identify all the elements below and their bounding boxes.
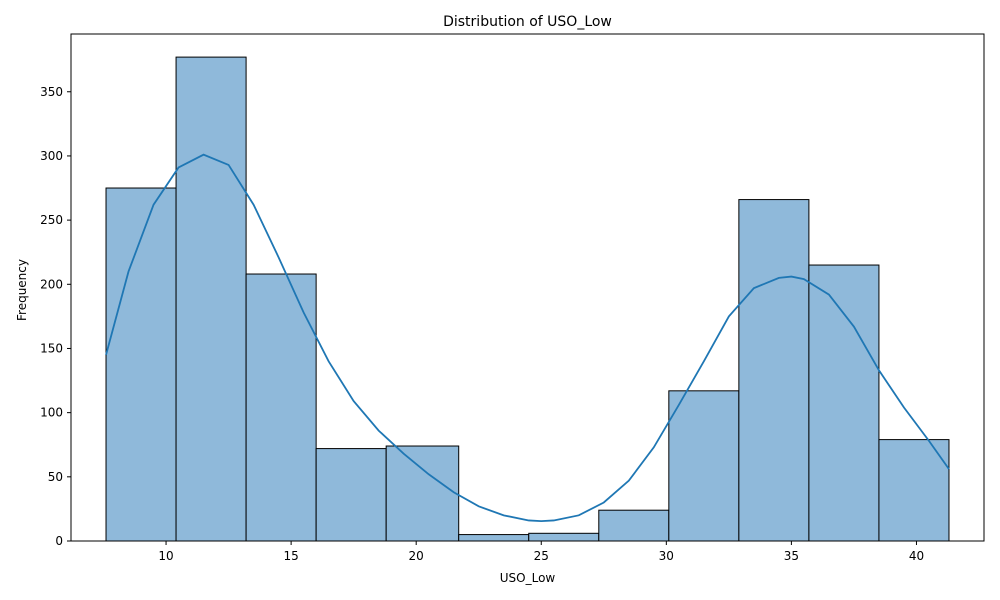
- x-tick-label: 10: [158, 549, 173, 563]
- x-axis-ticks: 10 15 20 25 30 35 40: [158, 541, 924, 563]
- histogram-bar-10: [738, 199, 810, 542]
- y-tick-label: 100: [40, 406, 63, 420]
- x-tick-label: 30: [659, 549, 674, 563]
- histogram-bar-5: [385, 445, 460, 542]
- histogram-bar-7: [528, 532, 600, 542]
- x-tick-label: 40: [909, 549, 924, 563]
- histogram-bar-12: [878, 439, 950, 542]
- x-tick-label: 35: [784, 549, 799, 563]
- y-tick-label: 350: [40, 85, 63, 99]
- y-tick-label: 150: [40, 341, 63, 355]
- y-tick-label: 200: [40, 277, 63, 291]
- histogram-bar-4: [315, 448, 387, 542]
- y-tick-label: 0: [55, 534, 63, 548]
- histogram-bar-8: [598, 509, 670, 542]
- y-tick-label: 300: [40, 149, 63, 163]
- x-tick-label: 25: [534, 549, 549, 563]
- histogram-bar-6: [458, 534, 530, 542]
- bars-group: [105, 56, 950, 542]
- x-tick-label: 20: [409, 549, 424, 563]
- histogram-bar-2: [175, 56, 247, 542]
- kde-curve: [105, 153, 950, 523]
- plot-area-frame: [70, 33, 985, 542]
- histogram-bar-9: [668, 390, 740, 542]
- histogram-bar-1: [105, 187, 177, 542]
- y-axis-label: Frequency: [15, 259, 29, 321]
- y-axis-ticks: 0 50 100 150 200 250 300 350: [40, 85, 71, 548]
- histogram-bar-3: [245, 273, 317, 542]
- y-tick-label: 50: [48, 470, 63, 484]
- chart-title: Distribution of USO_Low: [443, 14, 612, 30]
- x-axis-label: USO_Low: [500, 571, 556, 585]
- histogram-bar-11: [808, 264, 880, 542]
- x-tick-label: 15: [283, 549, 298, 563]
- y-tick-label: 250: [40, 213, 63, 227]
